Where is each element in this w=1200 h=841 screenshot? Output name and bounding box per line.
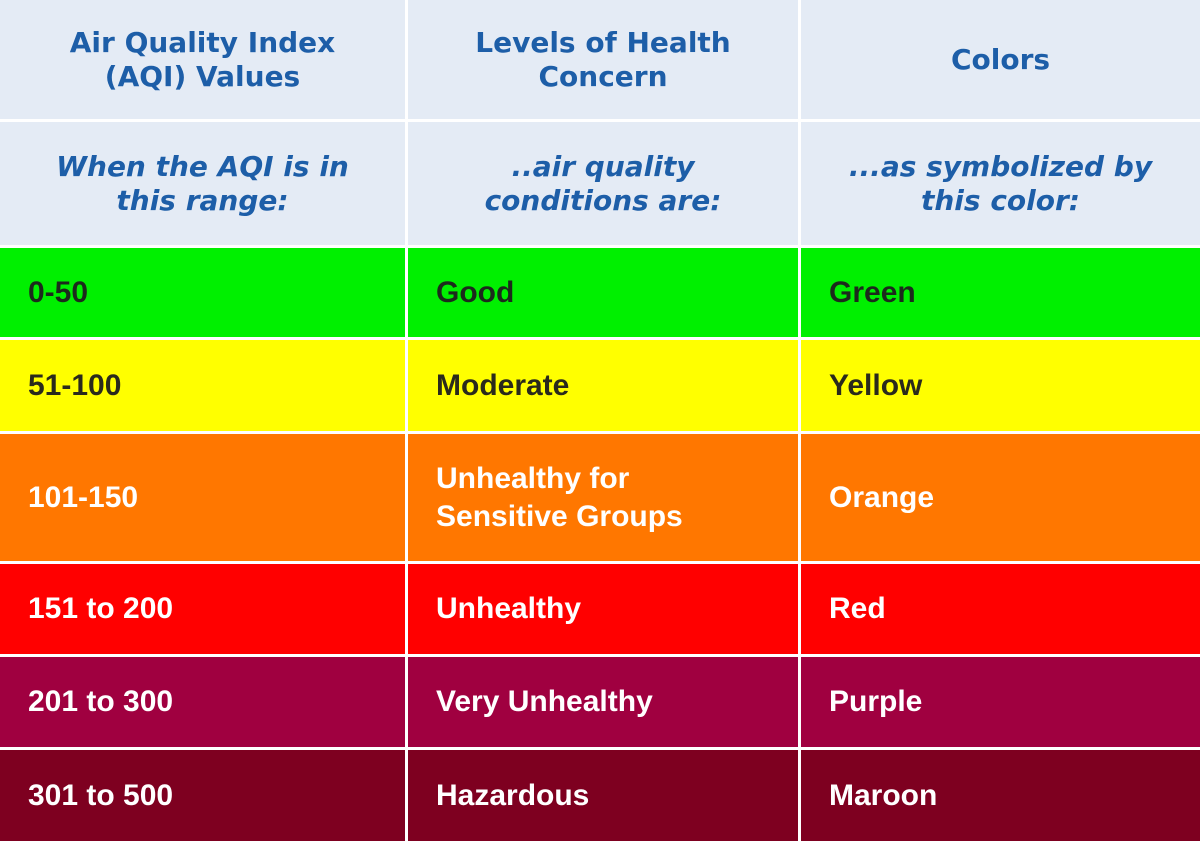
range-value: 201 to 300 [28, 685, 174, 718]
header-colors-label: Colors [950, 42, 1051, 76]
row-good-range: 0-50 [0, 248, 408, 340]
level-value: Unhealthy for Sensitive Groups [436, 461, 683, 533]
row-unhealthy-level: Unhealthy [408, 564, 801, 657]
row-very-unhealthy-level: Very Unhealthy [408, 657, 801, 750]
subheader-symbol-color-label: ...as symbolized by this color: [848, 149, 1153, 217]
level-value: Good [436, 275, 515, 309]
range-value: 101-150 [28, 480, 139, 514]
range-value: 0-50 [28, 275, 89, 309]
header-colors: Colors [801, 0, 1200, 122]
color-value: Green [829, 275, 916, 309]
subheader-conditions-label: ..air quality conditions are: [484, 149, 722, 217]
color-value: Purple [829, 685, 923, 718]
level-value: Hazardous [436, 778, 590, 812]
color-value: Yellow [829, 368, 923, 402]
row-hazardous-color: Maroon [801, 750, 1200, 841]
subheader-conditions: ..air quality conditions are: [408, 122, 801, 248]
header-aqi-values-label: Air Quality Index (AQI) Values [69, 25, 336, 93]
header-health-concern: Levels of Health Concern [408, 0, 801, 122]
level-value: Unhealthy [436, 592, 582, 625]
row-very-unhealthy-color: Purple [801, 657, 1200, 750]
range-value: 301 to 500 [28, 778, 174, 812]
header-aqi-values: Air Quality Index (AQI) Values [0, 0, 408, 122]
row-sensitive-range: 101-150 [0, 434, 408, 564]
color-value: Red [829, 592, 886, 625]
row-sensitive-color: Orange [801, 434, 1200, 564]
range-value: 51-100 [28, 368, 122, 402]
row-unhealthy-range: 151 to 200 [0, 564, 408, 657]
row-moderate-level: Moderate [408, 340, 801, 434]
level-value: Very Unhealthy [436, 685, 653, 718]
row-very-unhealthy-range: 201 to 300 [0, 657, 408, 750]
row-sensitive-level: Unhealthy for Sensitive Groups [408, 434, 801, 564]
row-hazardous-range: 301 to 500 [0, 750, 408, 841]
subheader-aqi-range-label: When the AQI is in this range: [56, 149, 349, 217]
row-good-level: Good [408, 248, 801, 340]
level-value: Moderate [436, 368, 570, 402]
row-good-color: Green [801, 248, 1200, 340]
row-unhealthy-color: Red [801, 564, 1200, 657]
subheader-aqi-range: When the AQI is in this range: [0, 122, 408, 248]
row-hazardous-level: Hazardous [408, 750, 801, 841]
color-value: Maroon [829, 778, 938, 812]
header-health-concern-label: Levels of Health Concern [475, 25, 731, 93]
subheader-symbol-color: ...as symbolized by this color: [801, 122, 1200, 248]
color-value: Orange [829, 480, 935, 514]
row-moderate-color: Yellow [801, 340, 1200, 434]
range-value: 151 to 200 [28, 592, 174, 625]
row-moderate-range: 51-100 [0, 340, 408, 434]
